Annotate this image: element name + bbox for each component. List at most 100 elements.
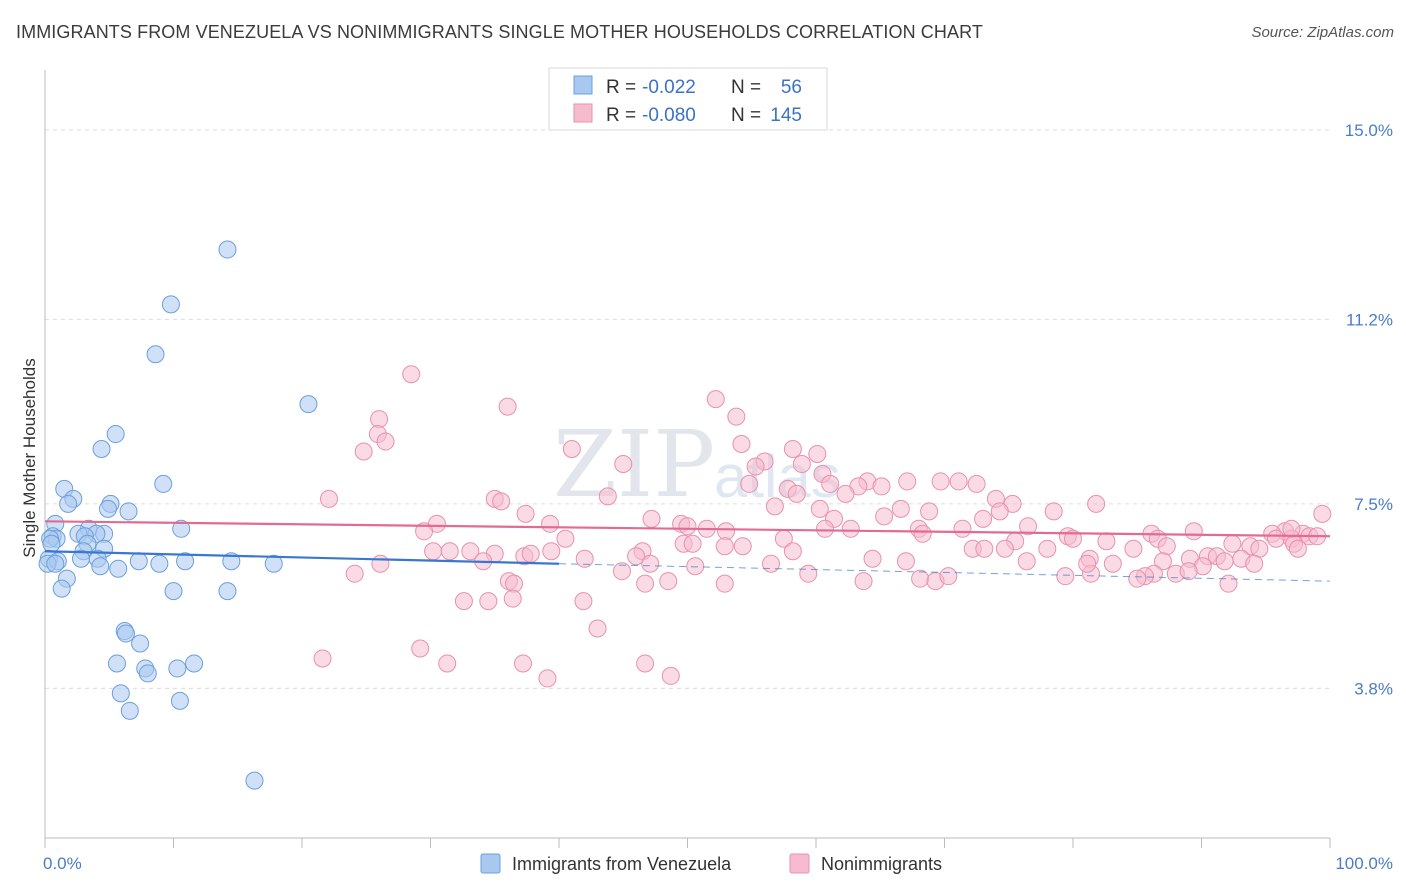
nonimmigrants-point-133 bbox=[799, 564, 818, 583]
grid-lines bbox=[45, 129, 1330, 689]
bottom-legend-swatch-venezuela bbox=[480, 853, 501, 874]
nonimmigrants-point-137 bbox=[939, 567, 958, 586]
nonimmigrants-point-41 bbox=[1044, 502, 1063, 521]
chart-title: IMMIGRANTS FROM VENEZUELA VS NONIMMIGRAN… bbox=[16, 22, 983, 42]
nonimmigrants-point-76 bbox=[715, 537, 734, 556]
bottom-legend-label-venezuela: Immigrants from Venezuela bbox=[512, 854, 732, 874]
venezuela-point-23 bbox=[42, 534, 61, 553]
nonimmigrants-point-39 bbox=[920, 502, 939, 521]
nonimmigrants-point-29 bbox=[598, 487, 617, 506]
nonimmigrants-point-86 bbox=[1038, 539, 1057, 558]
nonimmigrants-point-154 bbox=[975, 539, 994, 558]
axes bbox=[44, 70, 1331, 848]
nonimmigrants-point-126 bbox=[345, 564, 364, 583]
nonimmigrants-point-110 bbox=[1215, 552, 1234, 571]
nonimmigrants-point-22 bbox=[949, 472, 968, 491]
venezuela-point-47 bbox=[107, 654, 126, 673]
nonimmigrants-point-61 bbox=[1184, 522, 1203, 541]
nonimmigrants-point-124 bbox=[440, 542, 459, 561]
nonimmigrants-point-135 bbox=[911, 569, 930, 588]
venezuela-point-50 bbox=[168, 659, 187, 678]
nonimmigrants-point-57 bbox=[415, 522, 434, 541]
y-tick-label-1: 7.5% bbox=[1354, 495, 1393, 514]
trend-lines bbox=[44, 520, 1331, 582]
nonimmigrants-point-87 bbox=[1124, 539, 1143, 558]
bottom-legend-label-nonimmigrants: Nonimmigrants bbox=[821, 854, 942, 874]
nonimmigrants-point-83 bbox=[1223, 534, 1242, 553]
legend-swatch-nonimmigrants bbox=[573, 103, 593, 123]
nonimmigrants-point-98 bbox=[762, 554, 781, 573]
nonimmigrants-point-13 bbox=[792, 454, 811, 473]
venezuela-point-4 bbox=[106, 425, 125, 444]
venezuela-point-12 bbox=[119, 502, 138, 521]
nonimmigrants-point-38 bbox=[891, 499, 910, 518]
nonimmigrants-point-56 bbox=[815, 519, 834, 538]
nonimmigrants-point-143 bbox=[411, 639, 430, 658]
nonimmigrants-point-144 bbox=[438, 654, 457, 673]
venezuela-point-5 bbox=[92, 440, 111, 459]
nonimmigrants-point-147 bbox=[661, 666, 680, 685]
nonimmigrants-point-145 bbox=[514, 654, 533, 673]
venezuela-point-39 bbox=[264, 554, 283, 573]
venezuela-point-38 bbox=[150, 554, 169, 573]
watermark-zip: ZIP bbox=[553, 411, 715, 518]
x-tick-label-1: 100.0% bbox=[1335, 854, 1393, 873]
nonimmigrants-point-27 bbox=[787, 484, 806, 503]
nonimmigrants-point-96 bbox=[641, 554, 660, 573]
venezuela-point-1 bbox=[161, 295, 180, 314]
venezuela-points bbox=[38, 240, 318, 790]
nonimmigrants-point-45 bbox=[875, 507, 894, 526]
nonimmigrants-point-19 bbox=[821, 474, 840, 493]
nonimmigrants-point-134 bbox=[854, 572, 873, 591]
nonimmigrants-point-3 bbox=[370, 410, 389, 429]
venezuela-point-52 bbox=[111, 684, 130, 703]
nonimmigrants-point-78 bbox=[556, 529, 575, 548]
nonimmigrants-point-97 bbox=[686, 557, 705, 576]
nonimmigrants-point-20 bbox=[898, 472, 917, 491]
nonimmigrants-point-122 bbox=[521, 544, 540, 563]
venezuela-point-37 bbox=[109, 559, 128, 578]
nonimmigrants-point-130 bbox=[659, 572, 678, 591]
nonimmigrants-point-117 bbox=[1128, 569, 1147, 588]
x-tick-labels: 0.0% 100.0% bbox=[43, 854, 1393, 873]
venezuela-trend-extension bbox=[558, 563, 1331, 582]
nonimmigrants-point-95 bbox=[627, 547, 646, 566]
nonimmigrants-point-123 bbox=[542, 542, 561, 561]
nonimmigrants-point-28 bbox=[836, 484, 855, 503]
y-tick-label-3: 15.0% bbox=[1345, 121, 1393, 140]
nonimmigrants-point-128 bbox=[505, 574, 524, 593]
venezuela-point-48 bbox=[185, 654, 204, 673]
legend-box bbox=[548, 67, 828, 131]
legend-n-value-1: 145 bbox=[770, 105, 802, 126]
nonimmigrants-point-150 bbox=[1313, 504, 1332, 523]
legend-r-value-1: -0.080 bbox=[642, 105, 696, 126]
nonimmigrants-point-125 bbox=[371, 554, 390, 573]
nonimmigrants-point-77 bbox=[733, 537, 752, 556]
nonimmigrants-point-1 bbox=[706, 390, 725, 409]
venezuela-point-46 bbox=[131, 634, 150, 653]
venezuela-point-33 bbox=[222, 552, 241, 571]
nonimmigrants-point-10 bbox=[783, 440, 802, 459]
venezuela-point-42 bbox=[164, 582, 183, 601]
legend-r-label-1: R = bbox=[606, 105, 636, 126]
nonimmigrants-point-142 bbox=[588, 619, 607, 638]
nonimmigrants-point-54 bbox=[678, 517, 697, 536]
nonimmigrants-point-112 bbox=[1179, 562, 1198, 581]
nonimmigrants-points bbox=[313, 365, 1332, 688]
nonimmigrants-point-58 bbox=[717, 522, 736, 541]
venezuela-point-0 bbox=[218, 240, 237, 259]
y-axis-label: Single Mother Households bbox=[20, 358, 39, 557]
nonimmigrants-point-151 bbox=[1282, 519, 1301, 538]
nonimmigrants-point-138 bbox=[479, 592, 498, 611]
nonimmigrants-point-4 bbox=[727, 407, 746, 426]
nonimmigrants-point-91 bbox=[1288, 539, 1307, 558]
nonimmigrants-trend-line bbox=[44, 520, 1331, 538]
venezuela-point-54 bbox=[120, 701, 139, 720]
legend-n-value-0: 56 bbox=[781, 77, 802, 98]
nonimmigrants-point-8 bbox=[354, 442, 373, 461]
nonimmigrants-point-132 bbox=[715, 574, 734, 593]
nonimmigrants-point-118 bbox=[1245, 554, 1264, 573]
legend-n-label-1: N = bbox=[731, 105, 761, 126]
nonimmigrants-point-35 bbox=[1087, 494, 1106, 513]
